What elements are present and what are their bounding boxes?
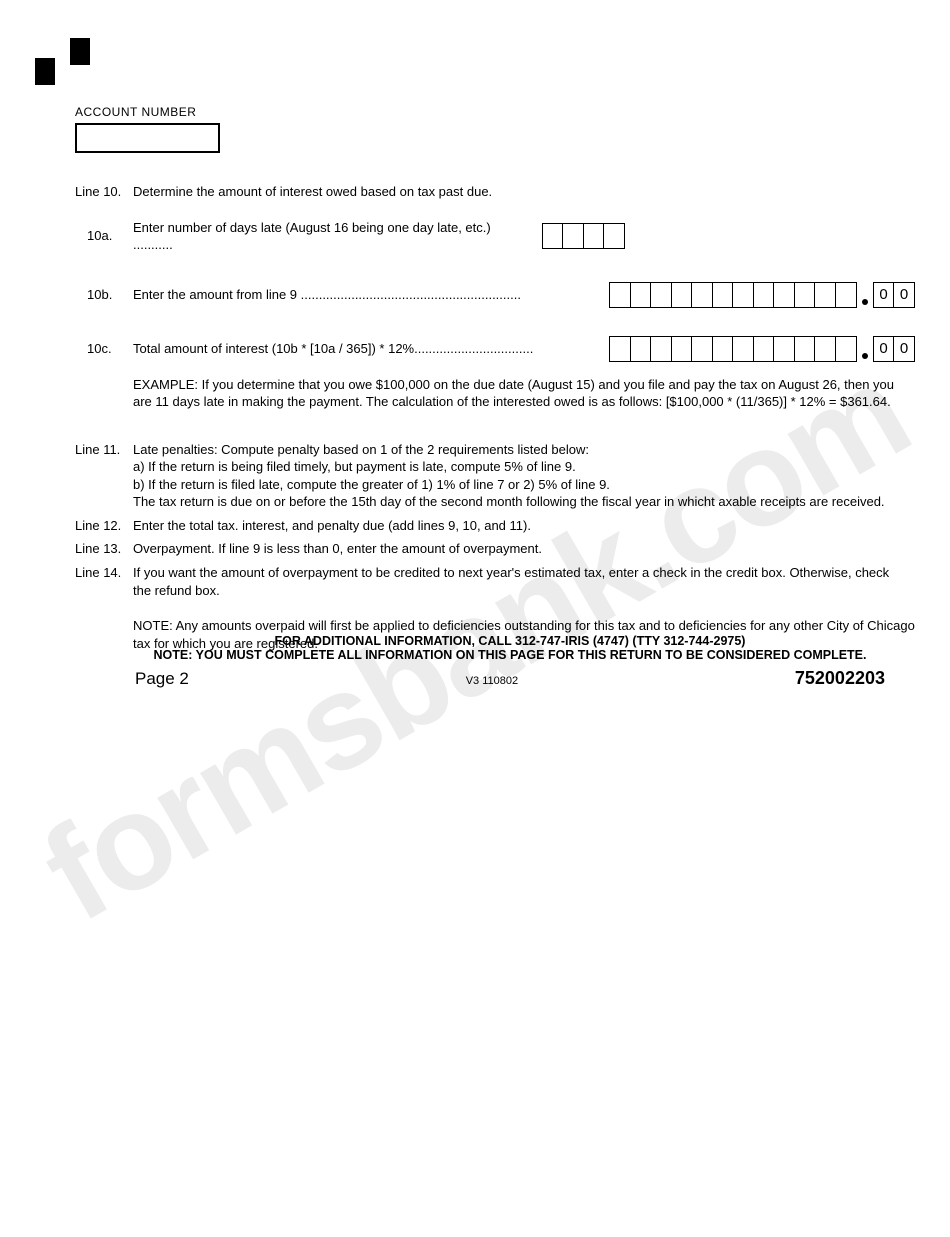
amount-10b-dollars-input[interactable]	[609, 282, 857, 308]
line-10a-text: Enter number of days late (August 16 bei…	[133, 219, 542, 254]
account-number-input[interactable]	[75, 123, 220, 153]
line-12-label: Line 12.	[75, 517, 133, 535]
line-11-text-2: a) If the return is being filed timely, …	[133, 458, 905, 476]
line-10a-row: 10a. Enter number of days late (August 1…	[75, 219, 915, 254]
line-11-row: Line 11. Late penalties: Compute penalty…	[75, 441, 915, 511]
line-14-row: Line 14. If you want the amount of overp…	[75, 564, 915, 599]
example-text: EXAMPLE: If you determine that you owe $…	[133, 376, 915, 411]
line-10c-text: Total amount of interest (10b * [10a / 3…	[133, 340, 609, 358]
line-11-text-1: Late penalties: Compute penalty based on…	[133, 441, 905, 459]
line-10c-label: 10c.	[75, 340, 133, 358]
amount-10b-cents-input[interactable]: 0 0	[873, 282, 916, 308]
line-12-row: Line 12. Enter the total tax. interest, …	[75, 517, 915, 535]
line-10c-boxes: 0 0	[609, 336, 915, 362]
line-14-label: Line 14.	[75, 564, 133, 582]
footer-info-line: FOR ADDITIONAL INFORMATION, CALL 312-747…	[70, 634, 950, 648]
line-13-text: Overpayment. If line 9 is less than 0, e…	[133, 540, 915, 558]
form-content: Line 10. Determine the amount of interes…	[75, 183, 915, 652]
corner-marker-bottom-right	[35, 65, 55, 85]
line-10b-text: Enter the amount from line 9 ...........…	[133, 286, 609, 304]
line-11-text-4: The tax return is due on or before the 1…	[133, 493, 905, 511]
line-13-label: Line 13.	[75, 540, 133, 558]
decimal-point-icon	[862, 353, 868, 359]
line-10c-row: 10c. Total amount of interest (10b * [10…	[75, 336, 915, 362]
cents-digit: 0	[893, 282, 915, 308]
line-10-label: Line 10.	[75, 183, 133, 201]
decimal-point-icon	[862, 299, 868, 305]
line-14-text: If you want the amount of overpayment to…	[133, 564, 915, 599]
amount-10c-cents-input[interactable]: 0 0	[873, 336, 916, 362]
line-11-text-3: b) If the return is filed late, compute …	[133, 476, 905, 494]
cents-digit: 0	[873, 336, 895, 362]
corner-marker-bottom-left	[70, 45, 90, 65]
account-number-label: ACCOUNT NUMBER	[75, 105, 915, 119]
cents-digit: 0	[893, 336, 915, 362]
footer-note-line: NOTE: YOU MUST COMPLETE ALL INFORMATION …	[70, 648, 950, 662]
line-10-text: Determine the amount of interest owed ba…	[133, 183, 915, 201]
line-10b-row: 10b. Enter the amount from line 9 ......…	[75, 282, 915, 308]
line-10b-boxes: 0 0	[609, 282, 915, 308]
form-code: 752002203	[795, 668, 885, 689]
cents-digit: 0	[873, 282, 895, 308]
days-late-input[interactable]	[542, 223, 626, 249]
version-text: V3 110802	[466, 675, 518, 687]
page-number: Page 2	[135, 669, 189, 689]
page-footer: FOR ADDITIONAL INFORMATION, CALL 312-747…	[70, 634, 950, 689]
line-10a-boxes	[542, 223, 626, 249]
line-10b-label: 10b.	[75, 286, 133, 304]
amount-10c-dollars-input[interactable]	[609, 336, 857, 362]
tax-form-page: formsbank.com ACCOUNT NUMBER Line 10. De…	[0, 0, 950, 1237]
line-11-label: Line 11.	[75, 441, 133, 459]
line-13-row: Line 13. Overpayment. If line 9 is less …	[75, 540, 915, 558]
line-10a-label: 10a.	[75, 227, 133, 245]
line-11-text: Late penalties: Compute penalty based on…	[133, 441, 915, 511]
line-10-row: Line 10. Determine the amount of interes…	[75, 183, 915, 201]
line-12-text: Enter the total tax. interest, and penal…	[133, 517, 915, 535]
